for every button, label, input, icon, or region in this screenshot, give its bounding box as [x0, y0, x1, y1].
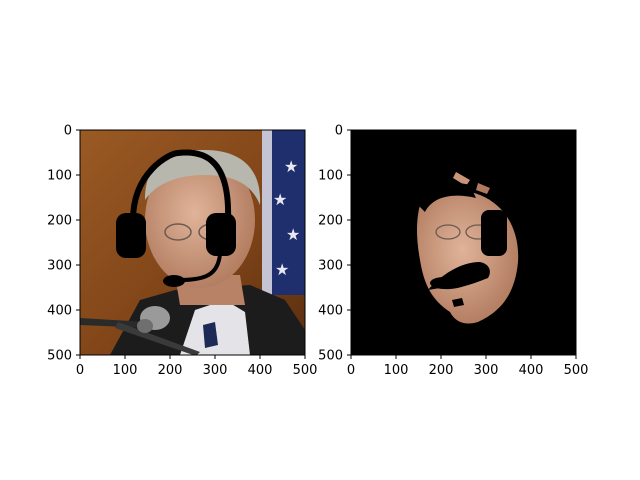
y-tick-label: 300 [318, 259, 343, 274]
y-tick-label: 100 [47, 169, 72, 184]
axis-ticks: 0 100 200 300 400 500 0 100 200 300 400 500 0 100 200 3… [47, 124, 588, 379]
y-tick-label: 400 [47, 304, 72, 319]
x-tick-label: 200 [158, 363, 183, 378]
svg-text:★: ★ [273, 190, 287, 209]
headset-overlay [116, 149, 236, 287]
x-tick-label: 0 [76, 363, 84, 378]
right-axes-frame [350, 129, 577, 356]
x-tick-label: 200 [429, 363, 454, 378]
hair [145, 150, 261, 205]
y-tick-label: 200 [47, 214, 72, 229]
x-tick-label: 500 [293, 363, 318, 378]
y-tick-label: 500 [47, 349, 72, 364]
x-tick-label: 300 [474, 363, 499, 378]
x-tick-label: 100 [384, 363, 409, 378]
y-tick-label: 400 [318, 304, 343, 319]
right-mask [351, 130, 576, 355]
x-tick-label: 100 [113, 363, 138, 378]
x-tick-label: 0 [347, 363, 355, 378]
svg-text:★: ★ [275, 260, 289, 279]
x-tick-label: 400 [248, 363, 273, 378]
left-photo: ★ ★ ★ ★ [80, 130, 305, 355]
flag-star-icon: ★ [284, 157, 298, 176]
right-image-panel [350, 129, 577, 356]
y-tick-label: 200 [318, 214, 343, 229]
y-tick-label: 100 [318, 169, 343, 184]
left-image-panel: ★ ★ ★ ★ [79, 129, 306, 356]
svg-text:★: ★ [286, 225, 300, 244]
tie [203, 322, 218, 348]
y-tick-label: 300 [47, 259, 72, 274]
x-tick-label: 400 [519, 363, 544, 378]
left-axes-frame [79, 129, 306, 356]
x-tick-label: 300 [203, 363, 228, 378]
y-tick-label: 0 [335, 124, 343, 139]
microphone [80, 318, 150, 328]
y-tick-label: 500 [318, 349, 343, 364]
x-tick-label: 500 [564, 363, 589, 378]
y-tick-label: 0 [64, 124, 72, 139]
